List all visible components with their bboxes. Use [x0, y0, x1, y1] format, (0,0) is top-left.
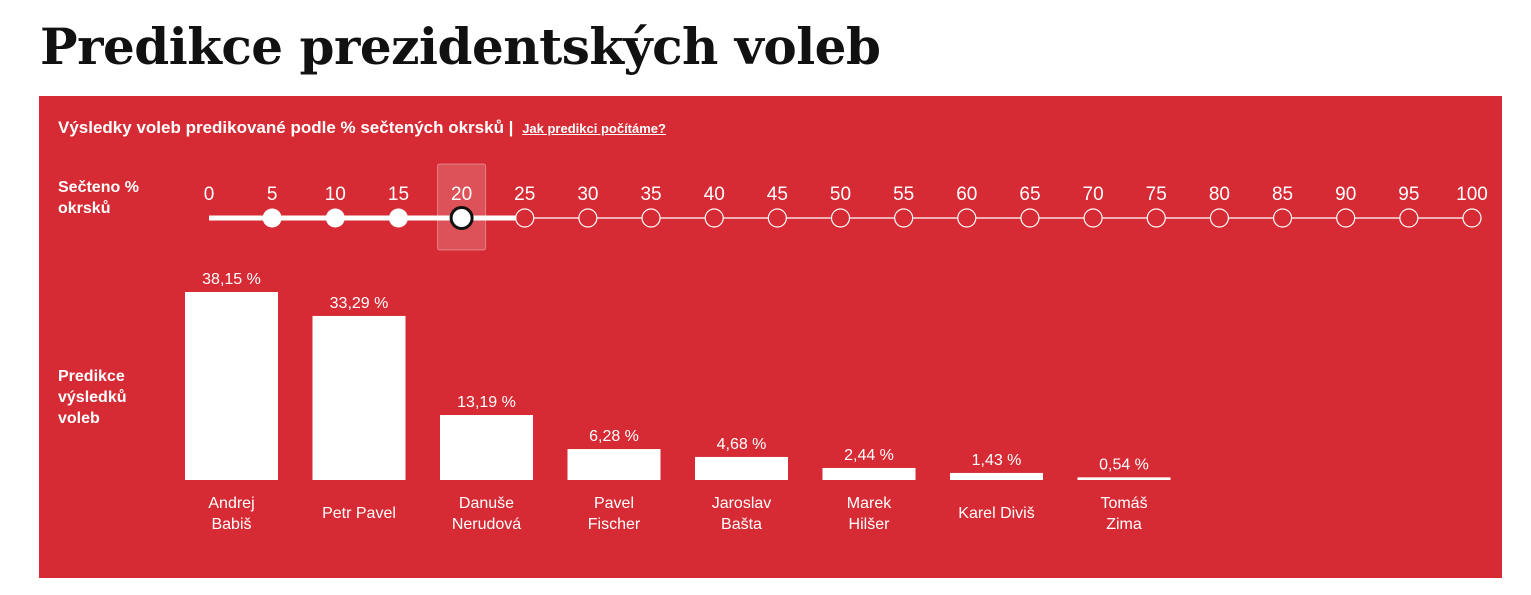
- slider-step-dot[interactable]: [1020, 208, 1040, 228]
- chart-label-line2: výsledků: [58, 389, 127, 406]
- slider-step-label[interactable]: 10: [325, 184, 346, 205]
- slider-step-dot[interactable]: [704, 208, 724, 228]
- bar-value-label: 33,29 %: [330, 295, 389, 312]
- slider-step-dot[interactable]: [641, 208, 661, 228]
- slider-label-line1: Sečteno %: [58, 179, 139, 196]
- bar: [567, 449, 661, 480]
- bar-category-label: Karel Diviš: [958, 505, 1034, 522]
- slider-step-label[interactable]: 75: [1146, 184, 1167, 205]
- slider-step-label[interactable]: 0: [204, 184, 215, 205]
- slider-step-dot[interactable]: [1336, 208, 1356, 228]
- chart-label: Predikce výsledků voleb: [58, 366, 126, 429]
- bar-value-label: 38,15 %: [202, 271, 261, 288]
- bar-value-label: 6,28 %: [589, 428, 639, 445]
- panel-header: Výsledky voleb predikované podle % sečte…: [58, 118, 666, 138]
- chart-label-line1: Predikce: [58, 368, 125, 385]
- bar-category-label: Pavel Fischer: [588, 495, 641, 533]
- slider-step-dot[interactable]: [1209, 208, 1230, 228]
- panel-header-text: Výsledky voleb predikované podle % sečte…: [58, 118, 514, 137]
- slider-step-label[interactable]: 55: [893, 184, 914, 205]
- slider-step-label[interactable]: 50: [830, 184, 851, 205]
- slider-step-dot[interactable]: [1462, 208, 1482, 228]
- chart-label-line3: voleb: [58, 410, 100, 427]
- slider-step-label[interactable]: 80: [1209, 184, 1230, 205]
- bar-category-label: Jaroslav Bašta: [712, 495, 772, 533]
- bar-category-label: Petr Pavel: [322, 505, 396, 522]
- slider-step-label[interactable]: 15: [388, 184, 409, 205]
- slider-step-label[interactable]: 85: [1272, 184, 1293, 205]
- slider-step-dot[interactable]: [578, 208, 598, 228]
- slider-step-label[interactable]: 30: [577, 184, 598, 205]
- slider-step-dot[interactable]: [957, 208, 977, 228]
- slider-step-label[interactable]: 65: [1019, 184, 1040, 205]
- slider-handle[interactable]: [449, 206, 474, 230]
- bar-value-label: 13,19 %: [457, 394, 516, 411]
- slider-label-line2: okrsků: [58, 200, 111, 217]
- slider-step-dot-filled[interactable]: [262, 208, 282, 228]
- bar: [695, 456, 788, 480]
- slider-step-dot[interactable]: [1399, 208, 1419, 228]
- bar-category-label: Danuše Nerudová: [452, 495, 521, 533]
- slider-step-label[interactable]: 5: [267, 184, 278, 205]
- slider-step-label[interactable]: 100: [1456, 184, 1488, 205]
- slider-step-dot[interactable]: [894, 208, 914, 228]
- slider-step-dot[interactable]: [767, 208, 787, 228]
- slider-step-label[interactable]: 95: [1398, 184, 1419, 205]
- bar: [950, 472, 1043, 480]
- slider-step-dot[interactable]: [1272, 208, 1293, 228]
- methodology-link[interactable]: Jak predikci počítáme?: [522, 121, 666, 136]
- slider-step-dot[interactable]: [830, 208, 851, 228]
- slider-step-label[interactable]: 90: [1335, 184, 1356, 205]
- slider-step-label[interactable]: 70: [1083, 184, 1104, 205]
- bar: [185, 292, 278, 480]
- slider-step-label[interactable]: 20: [451, 184, 472, 205]
- bar-value-label: 4,68 %: [717, 436, 767, 453]
- bar: [440, 415, 533, 480]
- slider-step-label[interactable]: 25: [514, 184, 535, 205]
- prediction-bar-chart: 38,15 % Andrej Babiš 33,29 % Petr Pavel 13,19…: [185, 271, 1171, 533]
- slider-step-label[interactable]: 35: [640, 184, 661, 205]
- slider-step-dot[interactable]: [1146, 208, 1166, 228]
- bar: [822, 467, 916, 480]
- slider-step-label[interactable]: 45: [767, 184, 788, 205]
- page-title: Predikce prezidentských voleb: [40, 17, 881, 76]
- slider-step-dot[interactable]: [515, 208, 535, 228]
- prediction-panel: Výsledky voleb predikované podle % sečte…: [39, 96, 1502, 578]
- slider-step-label[interactable]: 60: [956, 184, 977, 205]
- bar: [312, 315, 406, 480]
- slider-step-dot-filled[interactable]: [388, 208, 408, 228]
- bar-value-label: 2,44 %: [844, 447, 894, 464]
- slider-label: Sečteno % okrsků: [58, 177, 139, 219]
- bar-value-label: 0,54 %: [1099, 456, 1149, 473]
- bar-category-label: Andrej Babiš: [208, 495, 254, 533]
- bar: [1077, 477, 1171, 480]
- slider-step-label[interactable]: 40: [704, 184, 725, 205]
- bar-category-label: Marek Hilšer: [847, 495, 892, 533]
- slider-step-dot-filled[interactable]: [325, 208, 345, 228]
- bar-category-label: Tomáš Zima: [1100, 495, 1147, 533]
- slider-step-dot[interactable]: [1083, 208, 1103, 228]
- bar-value-label: 1,43 %: [972, 452, 1022, 469]
- counted-percent-slider[interactable]: 0 5 10 15 20 25 30 35 40 45 50 55 60 65 70 75 80 85 90 95 10…: [39, 96, 1502, 266]
